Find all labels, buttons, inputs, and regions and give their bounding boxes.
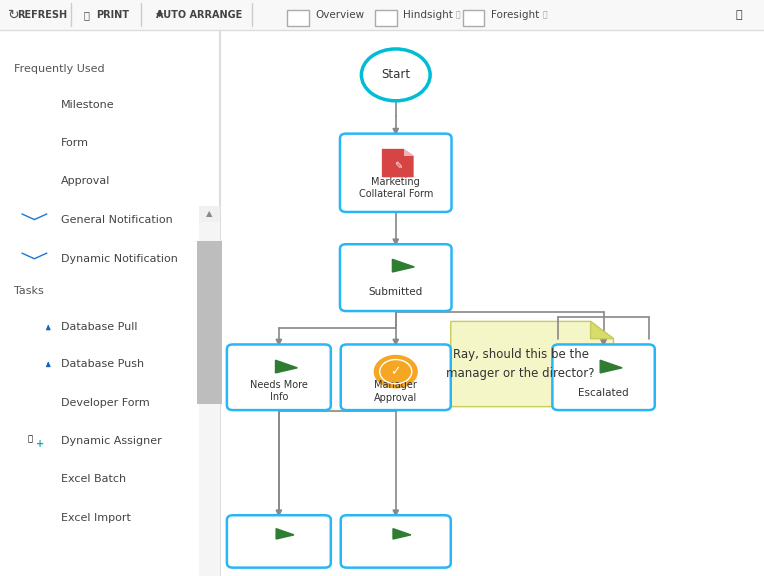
Text: Start: Start	[381, 69, 410, 81]
Polygon shape	[403, 149, 413, 156]
Ellipse shape	[24, 321, 45, 325]
Text: Overview: Overview	[316, 10, 364, 20]
FancyBboxPatch shape	[199, 206, 220, 222]
Text: General Notification: General Notification	[61, 215, 173, 225]
FancyBboxPatch shape	[341, 515, 451, 568]
Text: PRINT: PRINT	[96, 10, 130, 20]
Text: ✎: ✎	[31, 139, 40, 149]
Text: ✕: ✕	[29, 473, 40, 486]
Ellipse shape	[24, 329, 45, 334]
Polygon shape	[276, 360, 297, 373]
FancyBboxPatch shape	[20, 468, 49, 490]
Circle shape	[19, 430, 50, 453]
FancyBboxPatch shape	[227, 344, 331, 410]
Text: ⚙: ⚙	[43, 407, 49, 413]
Text: Dynamic Assigner: Dynamic Assigner	[61, 436, 162, 446]
Text: REFRESH: REFRESH	[17, 10, 67, 20]
Text: Approval: Approval	[61, 176, 111, 186]
FancyBboxPatch shape	[21, 214, 47, 226]
Text: ⊞: ⊞	[29, 512, 40, 525]
Text: Form: Form	[61, 138, 89, 148]
Text: Submitted: Submitted	[368, 287, 423, 297]
Text: ⓘ: ⓘ	[455, 10, 460, 20]
Circle shape	[361, 49, 430, 101]
Text: Tasks: Tasks	[14, 286, 44, 295]
FancyBboxPatch shape	[287, 10, 309, 26]
FancyBboxPatch shape	[340, 134, 452, 212]
Polygon shape	[591, 321, 613, 339]
Polygon shape	[276, 529, 294, 539]
Circle shape	[22, 172, 47, 190]
FancyBboxPatch shape	[463, 10, 484, 26]
Text: Frequently Used: Frequently Used	[14, 64, 105, 74]
Text: ⓘ: ⓘ	[543, 10, 548, 20]
Polygon shape	[393, 259, 414, 272]
Text: 👤: 👤	[28, 434, 33, 444]
Text: Escalated: Escalated	[578, 388, 629, 398]
Text: AUTO ARRANGE: AUTO ARRANGE	[156, 10, 241, 20]
Text: Ray, should this be the
manager or the director?: Ray, should this be the manager or the d…	[446, 348, 595, 380]
Text: Database Push: Database Push	[61, 359, 144, 369]
Text: Foresight: Foresight	[491, 10, 539, 20]
Text: Dynamic Notification: Dynamic Notification	[61, 254, 178, 264]
Text: Hindsight: Hindsight	[403, 10, 453, 20]
Ellipse shape	[24, 366, 45, 370]
Polygon shape	[39, 134, 45, 138]
Polygon shape	[393, 529, 411, 539]
FancyBboxPatch shape	[199, 222, 220, 576]
FancyBboxPatch shape	[20, 507, 49, 529]
FancyBboxPatch shape	[21, 253, 47, 266]
FancyBboxPatch shape	[552, 344, 655, 410]
Ellipse shape	[24, 362, 45, 366]
Polygon shape	[39, 394, 45, 398]
FancyBboxPatch shape	[341, 344, 451, 410]
Polygon shape	[26, 134, 45, 151]
FancyBboxPatch shape	[197, 241, 222, 404]
Text: Needs More
Info: Needs More Info	[250, 380, 308, 402]
Text: Developer Form: Developer Form	[61, 398, 150, 408]
Text: ✓: ✓	[29, 175, 40, 187]
Polygon shape	[451, 321, 613, 407]
FancyBboxPatch shape	[340, 244, 452, 311]
FancyBboxPatch shape	[375, 10, 397, 26]
Text: +: +	[37, 438, 44, 449]
Ellipse shape	[24, 325, 45, 329]
FancyBboxPatch shape	[0, 0, 764, 30]
Polygon shape	[382, 149, 413, 177]
FancyBboxPatch shape	[0, 30, 220, 576]
Text: Database Pull: Database Pull	[61, 322, 138, 332]
Text: ↻: ↻	[8, 8, 20, 22]
Text: 🖨: 🖨	[83, 10, 89, 20]
Text: ✓: ✓	[390, 365, 401, 378]
Text: Milestone: Milestone	[61, 100, 115, 110]
Text: Excel Batch: Excel Batch	[61, 474, 126, 484]
FancyBboxPatch shape	[227, 515, 331, 568]
Text: ✎: ✎	[393, 160, 402, 170]
Text: ✎: ✎	[31, 399, 40, 409]
Text: 🔧: 🔧	[736, 10, 742, 20]
Text: Manager
Approval: Manager Approval	[374, 380, 417, 403]
Ellipse shape	[24, 358, 45, 362]
Circle shape	[374, 355, 417, 388]
Text: ✦: ✦	[154, 10, 163, 20]
Polygon shape	[601, 360, 622, 373]
Text: Excel Import: Excel Import	[61, 513, 131, 524]
Text: Marketing
Collateral Form: Marketing Collateral Form	[358, 177, 433, 199]
Polygon shape	[26, 394, 45, 411]
Polygon shape	[32, 97, 48, 106]
Text: ▲: ▲	[206, 209, 212, 218]
